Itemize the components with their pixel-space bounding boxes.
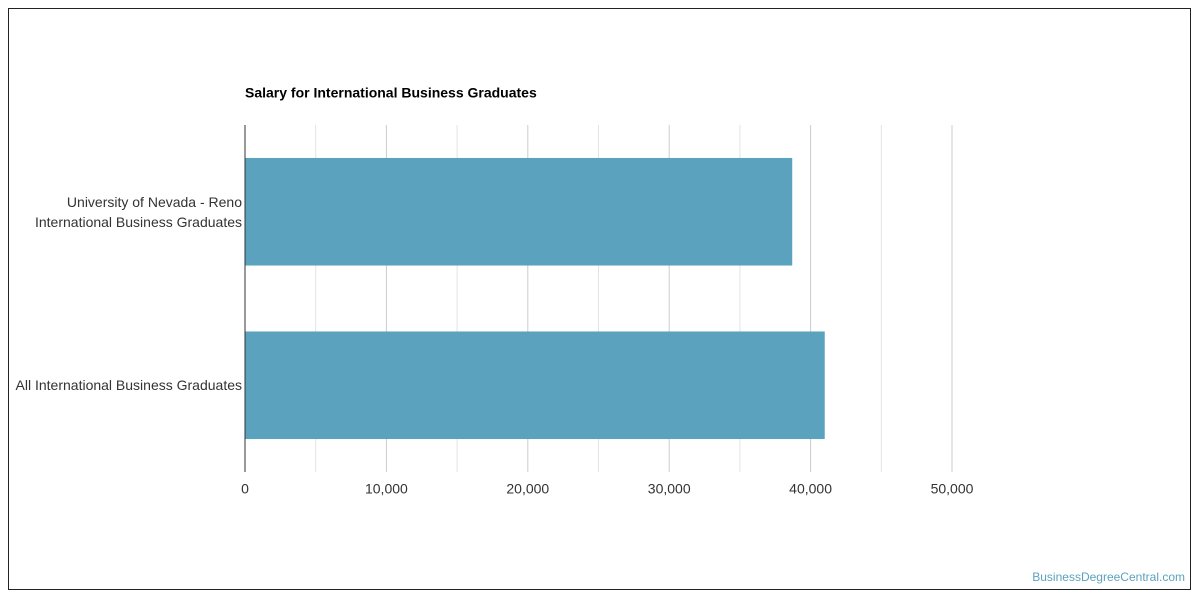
x-tick-label: 50,000	[931, 481, 974, 497]
y-tick-label: University of Nevada - Reno Internationa…	[34, 193, 242, 230]
y-tick-label: All International Business Graduates	[15, 377, 242, 394]
x-tick-label: 20,000	[506, 481, 549, 497]
bar	[245, 157, 793, 266]
bar	[245, 331, 825, 440]
chart-title: Salary for International Business Gradua…	[245, 85, 537, 101]
x-tick-label: 40,000	[789, 481, 832, 497]
frame	[8, 8, 1191, 590]
footer-link[interactable]: BusinessDegreeCentral.com	[1032, 570, 1185, 584]
x-tick-label: 10,000	[365, 481, 408, 497]
x-tick-label: 30,000	[648, 481, 691, 497]
x-tick-label: 0	[241, 481, 249, 497]
